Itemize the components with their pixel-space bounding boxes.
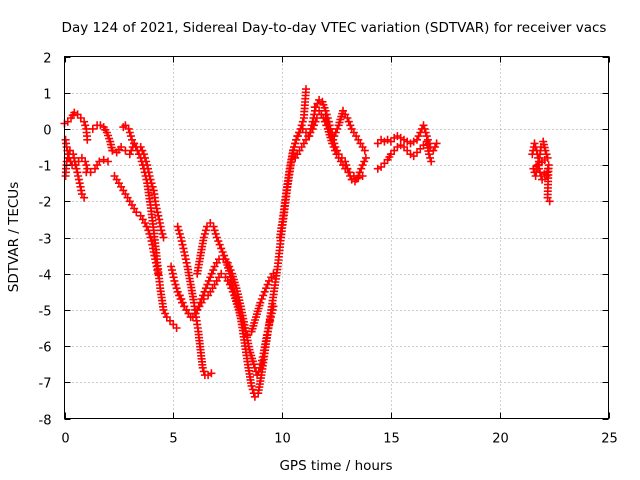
axes	[64, 56, 610, 420]
series-sat-track-3	[61, 135, 92, 173]
y-tick-label: -1	[39, 160, 52, 175]
data-points	[60, 85, 554, 401]
x-axis-title: GPS time / hours	[279, 458, 392, 474]
y-tick-label: 1	[43, 88, 51, 103]
y-tick-label: 2	[43, 52, 51, 67]
series-sat-track-4	[82, 155, 112, 177]
x-tick-label: 5	[169, 432, 177, 447]
x-tick-label: 20	[492, 432, 509, 447]
series-sat-track-7	[119, 121, 168, 242]
y-tick-label: -7	[39, 377, 52, 392]
y-tick-labels: -8 -7 -6 -5 -4 -3 -2 -1 0 1 2	[39, 52, 52, 429]
y-tick-label: -3	[39, 233, 52, 248]
x-tick-label: 25	[601, 432, 618, 447]
y-tick-label: -2	[39, 196, 52, 211]
y-axis-title: SDTVAR / TECUs	[6, 182, 22, 292]
y-tick-label: -4	[39, 269, 52, 284]
series-sat-track-12	[175, 255, 278, 380]
y-tick-label: -8	[39, 414, 52, 429]
chart-title: Day 124 of 2021, Sidereal Day-to-day VTE…	[62, 20, 607, 36]
series-sat-track-17	[373, 137, 436, 173]
x-tick-label: 10	[274, 432, 291, 447]
x-tick-label: 0	[61, 432, 69, 447]
series-sat-track-18	[528, 137, 554, 206]
y-tick-label: 0	[43, 124, 51, 139]
series-sat-track-8	[110, 172, 163, 278]
y-tick-label: -5	[39, 305, 52, 320]
plot-frame	[64, 56, 609, 419]
series-sat-track-15	[310, 103, 367, 182]
x-tick-label: 15	[383, 432, 400, 447]
series-sat-track-16	[373, 121, 441, 155]
y-tick-label: -6	[39, 341, 52, 356]
x-tick-labels: 0 5 10 15 20 25	[61, 432, 617, 447]
